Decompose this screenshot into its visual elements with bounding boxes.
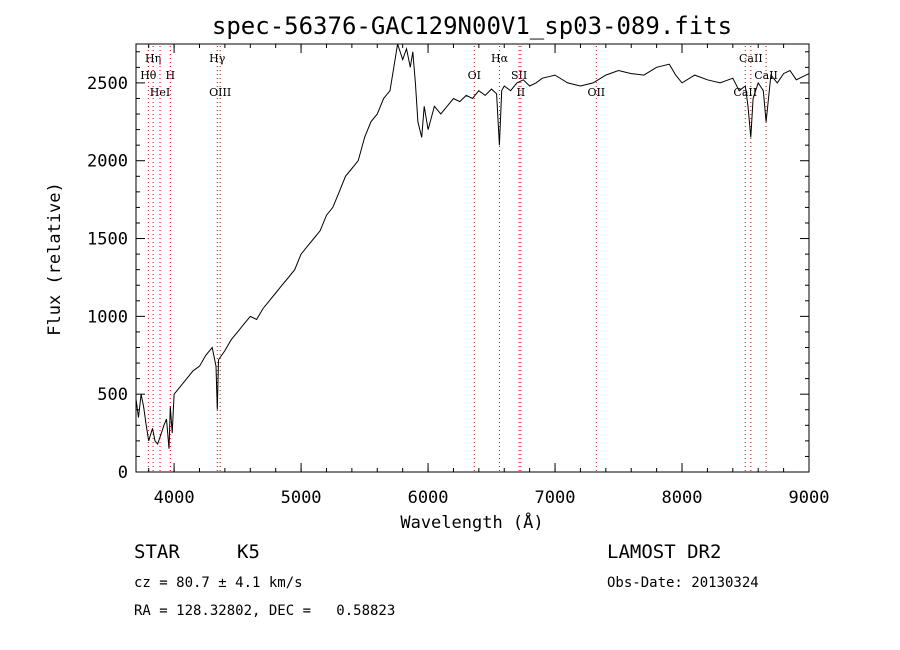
line-marker-label: OIII	[209, 86, 231, 99]
line-marker-label: CaII	[733, 86, 757, 99]
x-tick-label: 9000	[789, 488, 830, 508]
coordinates: RA = 128.32802, DEC = 0.58823	[134, 603, 396, 619]
chart-title: spec-56376-GAC129N00V1_sp03-089.fits	[212, 12, 732, 40]
y-axis-label: Flux (relative)	[45, 182, 65, 336]
line-marker-label: H	[165, 69, 175, 82]
x-tick-label: 6000	[408, 488, 449, 508]
y-tick-label: 1500	[87, 230, 128, 250]
line-marker-label: Hη	[145, 52, 161, 65]
line-marker-label: CaII	[739, 52, 763, 65]
line-marker-label: HeI	[150, 86, 170, 99]
axis-ticks: 4000 5000 6000 7000 8000 9000 0 500 1000 1500 2000…	[87, 44, 829, 508]
line-marker-label: SII	[511, 69, 527, 82]
obs-date: Obs-Date: 20130324	[607, 575, 759, 591]
line-marker-label: CaII	[754, 69, 778, 82]
y-tick-label: 500	[97, 385, 128, 405]
spectrum-line	[135, 43, 810, 449]
line-marker-label: Hα	[491, 52, 509, 65]
line-marker-label: II	[517, 86, 526, 99]
y-tick-label: 1000	[87, 307, 128, 327]
x-tick-label: 8000	[662, 488, 703, 508]
line-marker-label: Hθ	[140, 69, 157, 82]
y-tick-label: 2000	[87, 152, 128, 172]
x-tick-label: 4000	[154, 488, 195, 508]
line-marker-label: Hγ	[209, 52, 226, 65]
subclass: K5	[237, 541, 260, 563]
line-marker-label: OII	[587, 86, 605, 99]
x-tick-label: 7000	[535, 488, 576, 508]
line-marker-label: OI	[468, 69, 481, 82]
survey-name: LAMOST DR2	[607, 541, 722, 563]
emission-line-markers: Hη Hθ H HeI Hγ OIII Hα OI SII II OII CaII CaII CaII	[140, 46, 778, 472]
x-axis-label: Wavelength (Å)	[400, 511, 543, 533]
x-tick-label: 5000	[281, 488, 322, 508]
velocity-text: cz = 80.7 ± 4.1 km/s	[134, 575, 303, 591]
y-tick-label: 0	[118, 463, 128, 483]
y-tick-label: 2500	[87, 74, 128, 94]
plot-frame	[135, 43, 810, 473]
object-class: STAR	[134, 541, 180, 563]
